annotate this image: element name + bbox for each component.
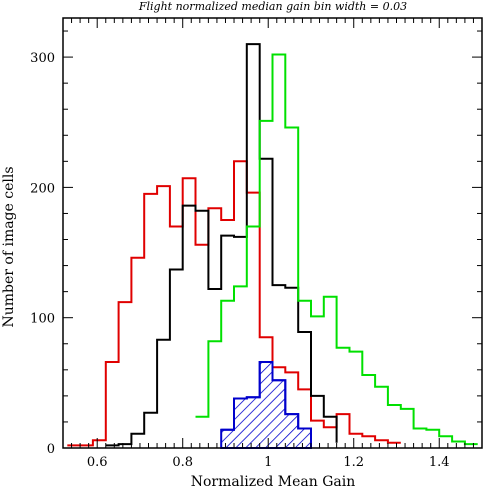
- plot-frame: [62, 17, 483, 449]
- axes: 0.6 0.8 1 1.2 1.4 0 100 200 300: [30, 17, 483, 470]
- series-layer: [67, 43, 478, 449]
- y-tick-label: 100: [30, 312, 55, 327]
- x-tick-label: 1.4: [429, 455, 450, 470]
- series-0-histogram-line: [67, 160, 401, 447]
- y-tick-label: 200: [30, 181, 55, 196]
- y-axis-title: Number of image cells: [1, 166, 17, 327]
- x-tick-label: 0.8: [172, 455, 193, 470]
- x-tick-label: 1: [264, 455, 272, 470]
- y-tick-label: 300: [30, 51, 55, 66]
- series-3-histogram-line: [221, 361, 311, 431]
- x-axis-title: Normalized Mean Gain: [191, 474, 355, 489]
- y-tick-label: 0: [47, 442, 55, 457]
- x-tick-label: 1.2: [343, 455, 364, 470]
- x-tick-label: 0.6: [87, 455, 108, 470]
- series-2-histogram-line: [195, 53, 478, 446]
- series-1-histogram-line: [105, 43, 338, 447]
- chart-title: Flight normalized median gain bin width …: [138, 0, 407, 13]
